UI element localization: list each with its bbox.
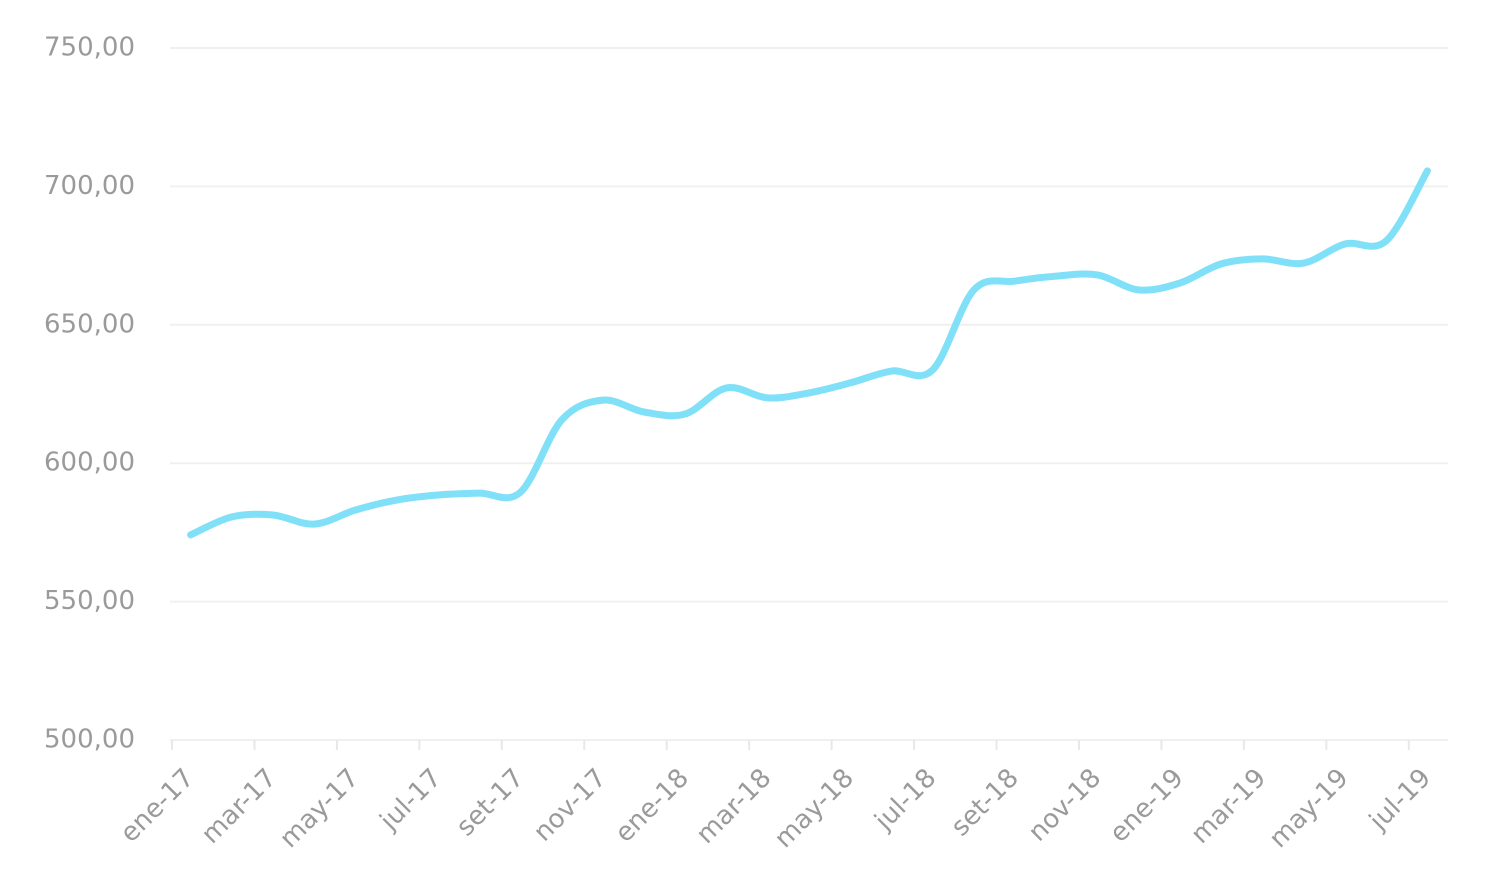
x-tick-label: nov-17 [528, 763, 613, 848]
line [187, 167, 1431, 539]
x-tick-label: nov-18 [1023, 763, 1108, 848]
y-tick-label: 550,00 [44, 586, 135, 616]
x-tick-label: ene-17 [115, 763, 201, 849]
y-tick-label: 750,00 [44, 33, 135, 63]
x-tick-label: set-18 [945, 763, 1024, 842]
x-tick-label: set-17 [451, 763, 530, 842]
x-tick-label: may-18 [769, 763, 860, 854]
x-tick-label: may-19 [1264, 763, 1355, 854]
x-tick-label: jul-19 [1363, 763, 1437, 837]
x-tick-label: mar-18 [691, 763, 778, 850]
x-tick-label: mar-17 [196, 763, 283, 850]
x-tick-label: ene-19 [1104, 763, 1190, 849]
y-tick-label: 650,00 [44, 309, 135, 339]
y-tick-label: 700,00 [44, 171, 135, 201]
x-tick-label: mar-19 [1185, 763, 1272, 850]
y-tick-label: 600,00 [44, 448, 135, 478]
x-tick-label: ene-18 [609, 763, 695, 849]
x-tick-label: jul-18 [868, 763, 942, 837]
y-tick-label: 500,00 [44, 725, 135, 755]
x-tick-label: jul-17 [374, 763, 448, 837]
x-tick-label: may-17 [274, 763, 365, 854]
